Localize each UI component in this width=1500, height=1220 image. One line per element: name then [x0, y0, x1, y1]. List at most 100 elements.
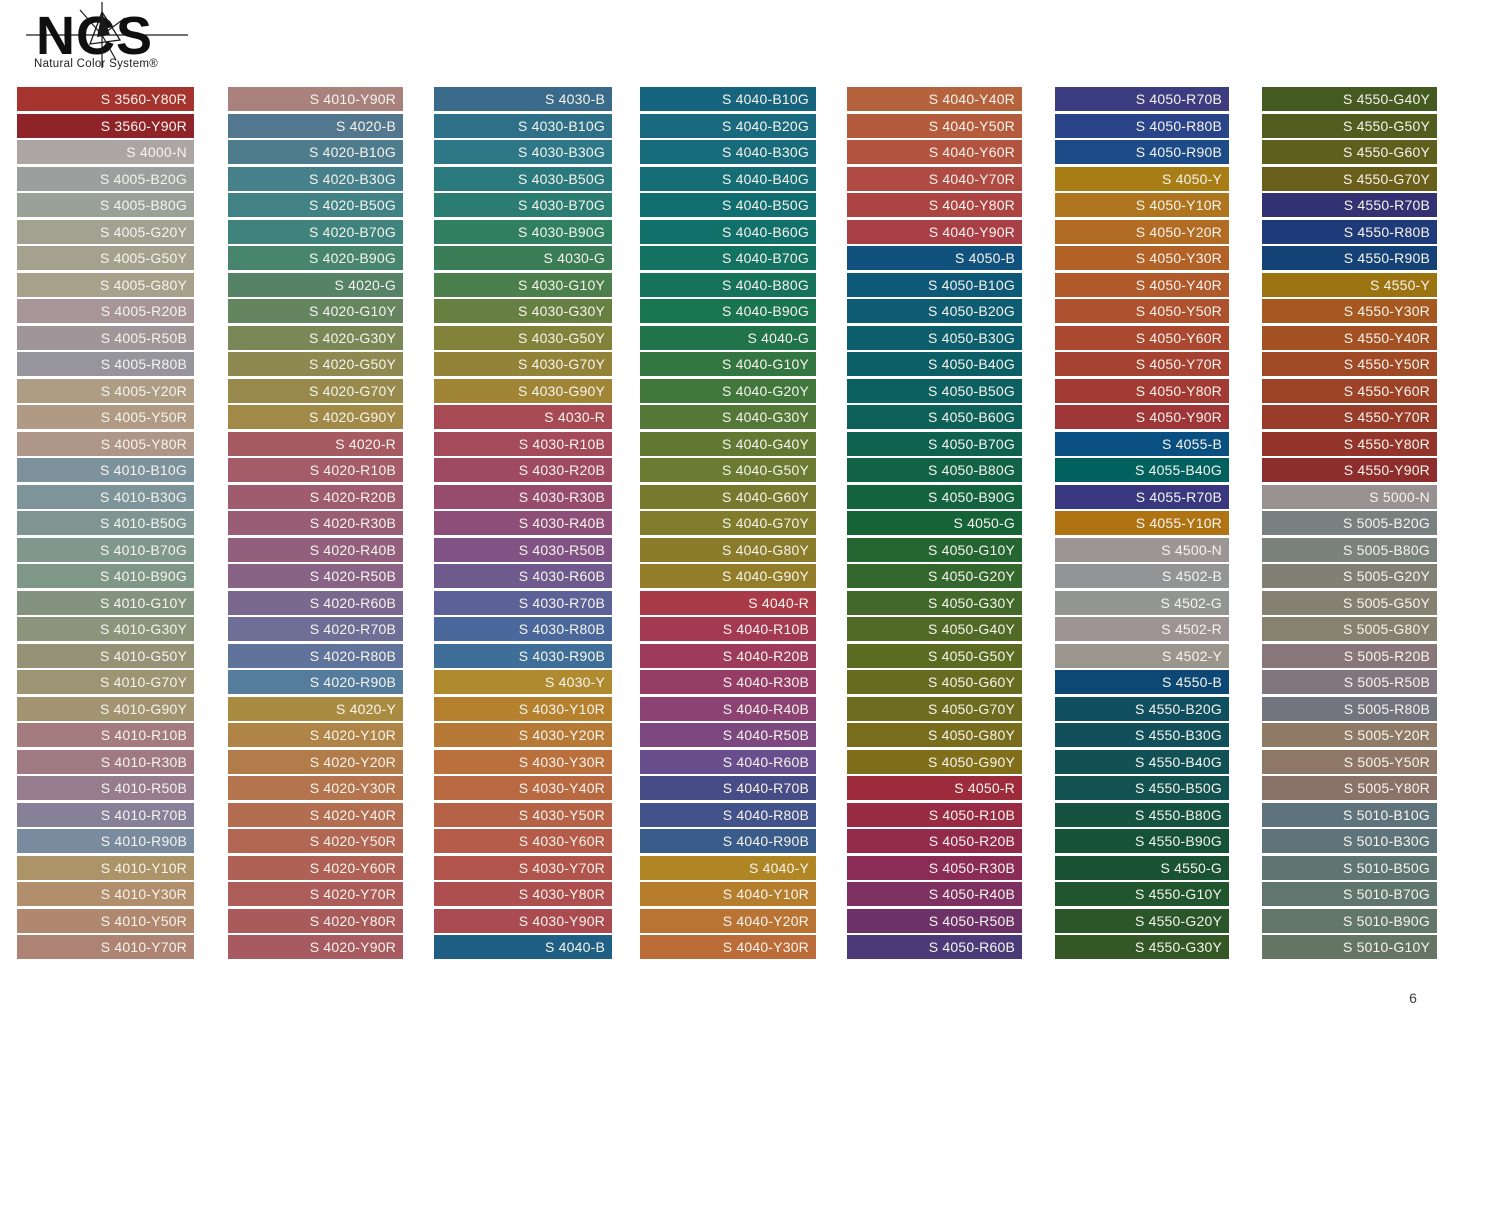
- color-swatch-label: S 3560-Y90R: [100, 117, 187, 134]
- color-swatch: S 4550-Y50R: [1262, 352, 1437, 376]
- color-swatch-label: S 4040-R60B: [722, 753, 809, 770]
- color-swatch-label: S 4010-G90Y: [99, 700, 187, 717]
- color-swatch-label: S 4010-Y90R: [309, 91, 396, 107]
- color-swatch: S 4030-R10B: [434, 431, 612, 456]
- color-swatch: S 4020-B: [228, 113, 403, 138]
- color-swatch-label: S 4010-R50B: [100, 780, 187, 796]
- color-swatch-label: S 4020-Y40R: [309, 806, 396, 823]
- color-swatch-label: S 4005-Y50R: [100, 409, 187, 425]
- color-swatch: S 4050-Y30R: [1055, 246, 1229, 270]
- color-swatch: S 4550-Y80R: [1262, 431, 1437, 456]
- color-swatch-label: S 4055-R70B: [1135, 488, 1222, 505]
- color-swatch: S 4050-G30Y: [847, 590, 1022, 615]
- color-swatch: S 4005-G20Y: [17, 219, 194, 244]
- color-swatch-label: S 4050-G70Y: [927, 700, 1015, 717]
- color-swatch: S 4030-Y: [434, 670, 612, 694]
- color-swatch: S 4020-G: [228, 272, 403, 297]
- color-swatch-label: S 4040-B60G: [721, 223, 809, 240]
- color-swatch: S 5005-G50Y: [1262, 590, 1437, 615]
- color-swatch-label: S 4550-G30Y: [1134, 939, 1222, 955]
- color-swatch: S 4030-R20B: [434, 458, 612, 482]
- color-swatch: S 4005-R80B: [17, 352, 194, 376]
- color-swatch-label: S 4010-B90G: [99, 568, 187, 584]
- color-swatch: S 4010-G70Y: [17, 670, 194, 694]
- color-swatch: S 4030-Y60R: [434, 829, 612, 853]
- color-swatch-label: S 4005-R80B: [100, 356, 187, 372]
- color-swatch-label: S 4050-Y10R: [1135, 197, 1222, 213]
- color-swatch: S 4550-Y90R: [1262, 458, 1437, 482]
- color-swatch-label: S 4030-R: [544, 409, 605, 425]
- color-swatch-label: S 4030-R60B: [518, 568, 605, 584]
- color-swatch: S 4040-G20Y: [640, 378, 816, 403]
- color-swatch: S 3560-Y90R: [17, 113, 194, 138]
- color-swatch: S 4050-Y80R: [1055, 378, 1229, 403]
- color-swatch-label: S 4030-Y50R: [518, 806, 605, 823]
- color-swatch-label: S 5005-G80Y: [1342, 621, 1430, 637]
- color-swatch-label: S 4550-Y50R: [1343, 356, 1430, 372]
- color-swatch-label: S 4040-Y60R: [928, 144, 1015, 160]
- color-swatch: S 4550-Y40R: [1262, 325, 1437, 350]
- color-swatch: S 4030-B30G: [434, 140, 612, 164]
- color-swatch: S 4040-Y10R: [640, 882, 816, 906]
- color-swatch: S 4020-R10B: [228, 458, 403, 482]
- color-swatch: S 4010-G30Y: [17, 617, 194, 641]
- color-swatch: S 4020-R70B: [228, 617, 403, 641]
- color-swatch: S 4030-Y70R: [434, 855, 612, 880]
- color-swatch-label: S 4030-B: [545, 91, 605, 107]
- color-swatch: S 4050-Y70R: [1055, 352, 1229, 376]
- color-swatch-label: S 4050-G90Y: [927, 753, 1015, 770]
- color-swatch-label: S 4040-G30Y: [721, 409, 809, 425]
- color-swatch: S 4010-R90B: [17, 829, 194, 853]
- color-swatch: S 4040-R30B: [640, 670, 816, 694]
- color-swatch-label: S 5010-B50G: [1342, 859, 1430, 876]
- color-swatch-label: S 4030-Y40R: [518, 780, 605, 796]
- color-swatch-label: S 5005-Y80R: [1343, 780, 1430, 796]
- color-swatch: S 5005-B20G: [1262, 511, 1437, 535]
- color-swatch-label: S 4502-R: [1161, 621, 1222, 637]
- color-swatch: S 4502-R: [1055, 617, 1229, 641]
- color-swatch: S 4030-G50Y: [434, 325, 612, 350]
- color-swatch-label: S 4040-R80B: [722, 806, 809, 823]
- color-swatch-label: S 4010-R90B: [100, 833, 187, 849]
- color-swatch: S 4030-R: [434, 405, 612, 429]
- color-swatch: S 4020-Y40R: [228, 802, 403, 827]
- color-swatch-label: S 4030-R20B: [518, 462, 605, 478]
- color-swatch-label: S 5005-B20G: [1342, 515, 1430, 531]
- color-swatch-label: S 4005-R50B: [100, 329, 187, 346]
- color-swatch-label: S 4005-G80Y: [99, 276, 187, 293]
- color-swatch-label: S 4550-B40G: [1134, 753, 1222, 770]
- color-swatch: S 5010-B10G: [1262, 802, 1437, 827]
- logo-title: NCS: [36, 6, 153, 66]
- color-swatch: S 4005-Y50R: [17, 405, 194, 429]
- color-swatch-label: S 4050-Y50R: [1135, 303, 1222, 319]
- color-swatch: S 4040-Y80R: [847, 193, 1022, 217]
- color-swatch-label: S 4040-Y10R: [722, 886, 809, 902]
- color-swatch-label: S 4050-G10Y: [927, 541, 1015, 558]
- color-swatch: S 4550-G20Y: [1055, 908, 1229, 933]
- color-swatch-label: S 4050-B90G: [927, 488, 1015, 505]
- color-swatch: S 4050-G20Y: [847, 564, 1022, 588]
- color-swatch-label: S 4030-R90B: [518, 647, 605, 664]
- color-swatch-label: S 4030-Y20R: [518, 727, 605, 743]
- color-swatch: S 4050-G40Y: [847, 617, 1022, 641]
- color-swatch: S 4050-Y90R: [1055, 405, 1229, 429]
- color-swatch-label: S 5010-B70G: [1342, 886, 1430, 902]
- color-swatch: S 4040-R90B: [640, 829, 816, 853]
- color-swatch-label: S 4050-R: [954, 780, 1015, 796]
- color-swatch-label: S 4020-Y50R: [309, 833, 396, 849]
- color-swatch: S 4020-R: [228, 431, 403, 456]
- color-swatch: S 4502-G: [1055, 590, 1229, 615]
- color-swatch-label: S 4010-B50G: [99, 515, 187, 531]
- color-swatch-label: S 4050-Y60R: [1135, 329, 1222, 346]
- color-swatch-label: S 4050-R10B: [928, 806, 1015, 823]
- color-swatch: S 4005-G50Y: [17, 246, 194, 270]
- color-swatch-label: S 4030-R30B: [518, 488, 605, 505]
- color-swatch-label: S 4550-Y60R: [1343, 382, 1430, 399]
- color-swatch: S 4030-G90Y: [434, 378, 612, 403]
- color-swatch: S 5010-B50G: [1262, 855, 1437, 880]
- color-swatch-label: S 4010-B30G: [99, 488, 187, 505]
- color-swatch: S 3560-Y80R: [17, 87, 194, 111]
- color-swatch: S 4550-G70Y: [1262, 166, 1437, 191]
- color-swatch: S 4055-B: [1055, 431, 1229, 456]
- color-swatch: S 4030-G70Y: [434, 352, 612, 376]
